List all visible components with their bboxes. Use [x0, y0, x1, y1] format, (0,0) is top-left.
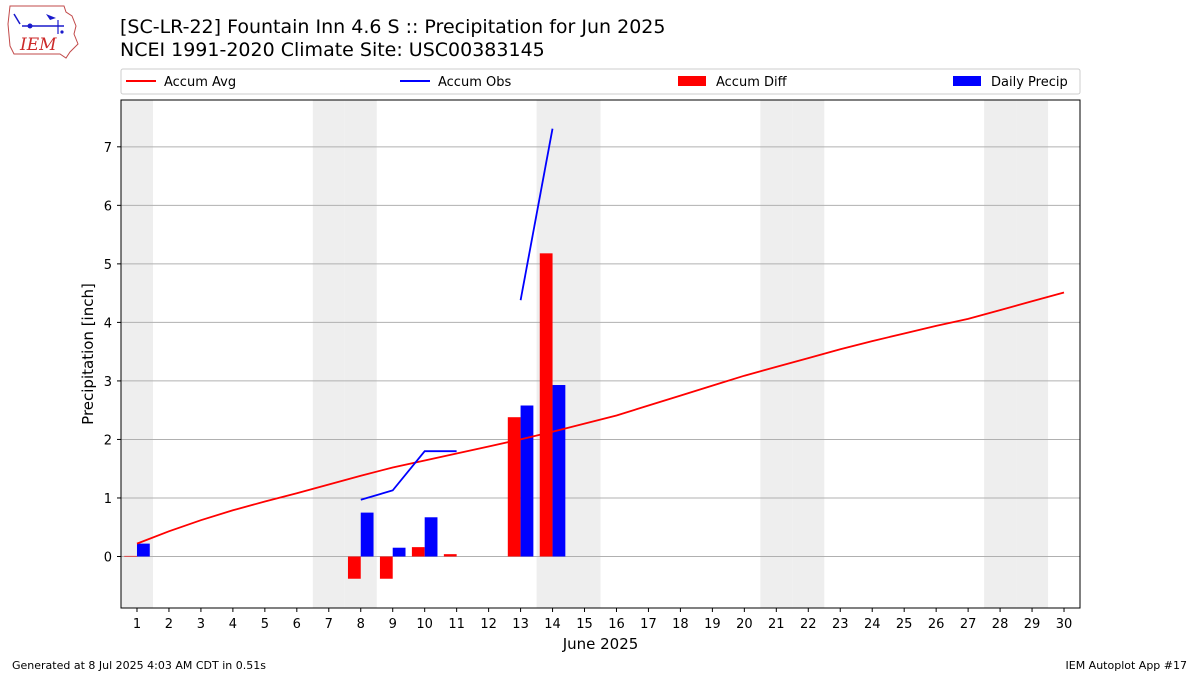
weekend-band [984, 100, 1017, 608]
y-tick-label: 2 [104, 433, 112, 448]
accum-diff-bar [124, 555, 137, 557]
legend-daily-precip-label: Daily Precip [991, 75, 1068, 90]
accum-diff-bar [443, 554, 457, 557]
x-tick-label: 25 [896, 617, 913, 632]
accum-diff-bar [411, 547, 425, 557]
y-tick-label: 3 [104, 375, 112, 390]
x-tick-label: 23 [832, 617, 849, 632]
x-tick-label: 4 [229, 617, 237, 632]
x-tick-label: 6 [293, 617, 301, 632]
weekend-band [1016, 100, 1049, 608]
y-gridlines [121, 146, 1080, 557]
daily-precip-bar [520, 405, 534, 557]
daily-precip-bar [136, 543, 150, 557]
x-tick-label: 27 [960, 617, 977, 632]
legend-accum-avg-label: Accum Avg [164, 75, 236, 90]
y-tick-label: 6 [104, 199, 112, 214]
chart-subtitle: NCEI 1991-2020 Climate Site: USC00383145 [120, 39, 545, 61]
chart-title: [SC-LR-22] Fountain Inn 4.6 S :: Precipi… [120, 16, 666, 38]
legend-accum-diff-swatch [678, 76, 706, 86]
weekend-band [121, 100, 153, 608]
y-tick-label: 5 [104, 258, 112, 273]
x-tick-label: 19 [704, 617, 721, 632]
x-tick-label: 8 [357, 617, 365, 632]
accum-diff-bar [379, 556, 393, 579]
accum-diff-bar [347, 556, 361, 579]
bars [124, 253, 566, 579]
accum-diff-bar [507, 417, 521, 557]
x-tick-label: 26 [928, 617, 945, 632]
generated-note: Generated at 8 Jul 2025 4:03 AM CDT in 0… [12, 659, 266, 672]
daily-precip-bar [360, 512, 374, 557]
app-note: IEM Autoplot App #17 [1065, 659, 1188, 672]
weekend-shading [121, 100, 1049, 608]
x-tick-label: 3 [197, 617, 205, 632]
x-tick-label: 9 [389, 617, 397, 632]
legend-box [120, 68, 1081, 95]
x-tick-label: 28 [992, 617, 1009, 632]
x-tick-label: 12 [480, 617, 497, 632]
daily-precip-bar [552, 385, 566, 557]
axis-ticks: 1 2 3 4 5 6 7 8 9 10 11 12 13 14 15 16 17 18 19 20 21 22 23 24 2… [104, 141, 1073, 632]
x-tick-label: 21 [768, 617, 785, 632]
weekend-band [760, 100, 793, 608]
y-tick-label: 4 [104, 316, 112, 331]
x-tick-label: 30 [1056, 617, 1073, 632]
iem-logo: IEM [7, 5, 79, 59]
accum-diff-bar [539, 253, 553, 557]
x-tick-label: 29 [1024, 617, 1041, 632]
daily-precip-bar [392, 547, 406, 557]
daily-precip-bar [424, 517, 438, 557]
x-tick-label: 15 [576, 617, 593, 632]
x-tick-label: 10 [416, 617, 433, 632]
x-tick-label: 13 [512, 617, 529, 632]
x-tick-label: 22 [800, 617, 817, 632]
accum-avg-line [136, 291, 1065, 545]
legend-accum-obs-label: Accum Obs [438, 75, 511, 90]
weekend-band [792, 100, 825, 608]
x-tick-label: 16 [608, 617, 625, 632]
logo-text: IEM [19, 35, 57, 55]
legend-daily-precip-swatch [953, 76, 981, 86]
x-tick-label: 1 [133, 617, 141, 632]
x-tick-label: 11 [448, 617, 465, 632]
weekend-band [568, 100, 601, 608]
x-tick-label: 20 [736, 617, 753, 632]
x-tick-label: 2 [165, 617, 173, 632]
weekend-band [312, 100, 345, 608]
x-axis-label: June 2025 [562, 635, 639, 653]
legend: Accum Avg Accum Obs Accum Diff Daily Precip [120, 68, 1081, 95]
plot-frame [120, 99, 1081, 609]
lines [136, 128, 1065, 545]
x-tick-label: 18 [672, 617, 689, 632]
y-axis-label: Precipitation [inch] [79, 283, 97, 425]
legend-accum-diff-label: Accum Diff [716, 75, 788, 90]
x-tick-label: 5 [261, 617, 269, 632]
accum-obs-line [360, 450, 457, 501]
weekend-band [344, 100, 377, 608]
y-tick-label: 1 [104, 492, 112, 507]
y-tick-label: 7 [104, 141, 112, 156]
x-tick-label: 7 [325, 617, 333, 632]
x-tick-label: 24 [864, 617, 881, 632]
x-tick-label: 14 [544, 617, 561, 632]
y-tick-label: 0 [104, 550, 112, 565]
x-tick-label: 17 [640, 617, 657, 632]
weekend-band [536, 100, 569, 608]
accum-obs-line [519, 128, 554, 301]
